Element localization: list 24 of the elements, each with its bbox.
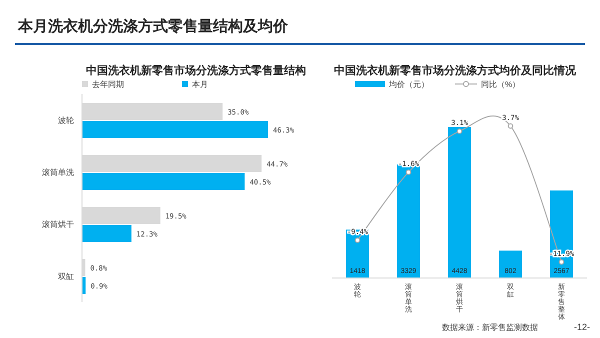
legend-label: 均价（元） <box>388 80 429 89</box>
point <box>354 238 360 243</box>
point <box>508 123 514 129</box>
point <box>456 128 462 134</box>
bar <box>448 127 471 278</box>
y-tick-label: 波轮 <box>58 116 74 125</box>
bar <box>499 250 522 278</box>
legend-label: 本月 <box>192 80 208 89</box>
chart-subtitle: 中国洗衣机新零售市场分洗涤方式零售量结构 <box>86 64 306 77</box>
bar <box>82 173 245 190</box>
legend-label: 同比（%） <box>481 80 520 89</box>
text: -12- <box>574 322 590 332</box>
y-tick-label: 双缸 <box>58 272 74 281</box>
bar <box>82 121 268 138</box>
point <box>558 259 564 265</box>
bar <box>82 225 132 242</box>
legend-label: 去年同期 <box>92 80 124 89</box>
point <box>406 170 412 175</box>
chart-title: 中国洗衣机新零售市场分洗涤方式均价及同比情况 <box>334 64 577 77</box>
bar <box>550 190 573 278</box>
y-tick-label: 滚筒烘干 <box>42 220 74 229</box>
source-note: 数据来源：新零售监测数据 <box>442 323 538 332</box>
y-tick-label: 滚筒单洗 <box>42 168 74 177</box>
chart-title: 本月洗衣机分洗涤方式零售量结构及均价 <box>17 17 289 35</box>
